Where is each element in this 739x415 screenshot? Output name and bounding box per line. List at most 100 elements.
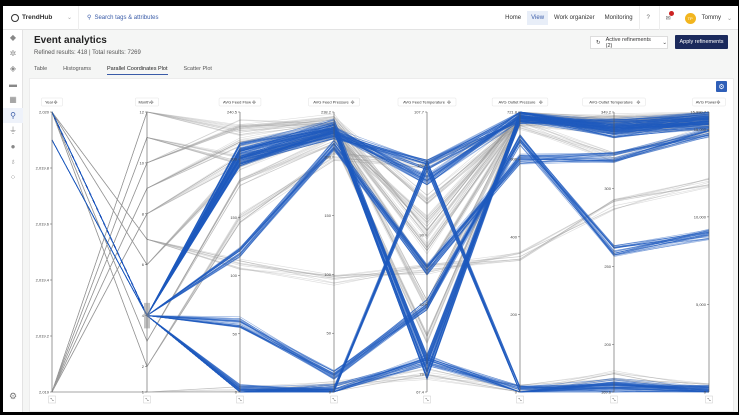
- reset-icon[interactable]: ↻: [596, 39, 601, 46]
- user-name[interactable]: Tommy: [701, 15, 721, 21]
- tick-label: 240.5: [227, 110, 238, 115]
- background-line: [51, 113, 710, 393]
- highlighted-line: [51, 111, 710, 317]
- tab-scatter-plot[interactable]: Scatter Plot: [183, 66, 212, 72]
- tab-parallel-coordinates[interactable]: Parallel Coordinates Plot: [106, 66, 168, 75]
- highlighted-line: [51, 111, 710, 317]
- highlighted-line: [51, 111, 710, 317]
- avatar[interactable]: TP: [684, 12, 696, 24]
- background-line: [51, 111, 710, 368]
- highlighted-line: [51, 111, 710, 317]
- tick-label: 70: [420, 371, 425, 376]
- background-line: [51, 111, 710, 284]
- highlighted-line: [51, 111, 710, 365]
- highlighted-line: [51, 111, 710, 317]
- chevron-down-icon[interactable]: ⌄: [67, 15, 73, 21]
- background-line: [52, 377, 710, 393]
- highlighted-line: [51, 111, 710, 317]
- logo-icon: [11, 13, 19, 22]
- background-line: [52, 373, 710, 393]
- search-icon[interactable]: ⚲: [3, 107, 23, 123]
- tick-label: 400: [510, 234, 517, 239]
- highlighted-line: [51, 111, 710, 317]
- highlighted-line: [51, 111, 710, 317]
- app-window: TrendHub ⌄ ⚲ Search tags & attributes Hom…: [3, 5, 738, 412]
- notification-badge: [668, 11, 674, 16]
- highlighted-line: [51, 111, 710, 317]
- tick-label: 100: [417, 163, 424, 168]
- grid-icon[interactable]: ▦: [9, 95, 17, 105]
- chat-icon[interactable]: ▬: [9, 79, 17, 89]
- tick-label: 6: [142, 262, 145, 267]
- help-icon[interactable]: ?: [638, 6, 657, 30]
- axis-header: [308, 97, 360, 107]
- drag-handle-icon: ✥: [252, 100, 256, 106]
- highlighted-line: [51, 111, 710, 317]
- drag-handle-icon: ✥: [539, 100, 543, 106]
- view-tabs: Table Histograms Parallel Coordinates Pl…: [34, 66, 212, 75]
- axis-brush: [144, 302, 150, 329]
- highlighted-line: [51, 111, 710, 317]
- highlighted-line: [51, 111, 710, 317]
- background-line: [51, 111, 710, 368]
- settings-icon[interactable]: ⚙: [9, 391, 18, 401]
- highlighted-line: [51, 111, 710, 317]
- tick-label: 100: [230, 273, 237, 278]
- parallel-coordinates-chart[interactable]: Year ✥2,0192,019.22,019.42,019.62,019.82,…: [3, 6, 738, 412]
- layers-icon[interactable]: ◈: [9, 64, 17, 74]
- highlighted-line: [51, 111, 710, 317]
- page-title: Event analytics: [34, 35, 107, 46]
- bulb-icon[interactable]: ♁: [10, 157, 16, 167]
- background-line: [51, 111, 710, 393]
- search-input[interactable]: ⚲ Search tags & attributes: [78, 5, 158, 30]
- log-scale-icon: ⤡: [612, 397, 616, 402]
- highlighted-line: [51, 111, 710, 317]
- nav-monitoring[interactable]: Monitoring: [604, 15, 633, 21]
- tick-label: 200: [324, 154, 331, 159]
- tab-table[interactable]: Table: [34, 66, 48, 72]
- filter-icon[interactable]: ⏚: [9, 126, 17, 136]
- tab-histograms[interactable]: Histograms: [63, 66, 91, 72]
- main-nav: Home View Work organizer Monitoring ? ✉ …: [501, 6, 738, 30]
- tick-label: 150: [230, 215, 237, 220]
- highlighted-line: [51, 111, 710, 392]
- highlighted-line: [51, 111, 710, 317]
- axis-scale-toggle: [423, 395, 431, 404]
- highlighted-line: [51, 111, 710, 317]
- background-line: [52, 371, 710, 393]
- user-chevron-icon[interactable]: ⌄: [726, 15, 732, 22]
- drag-handle-icon: ✥: [447, 100, 451, 106]
- circle-icon[interactable]: ●: [10, 141, 16, 151]
- highlighted-line: [51, 111, 710, 317]
- nav-work-organizer[interactable]: Work organizer: [554, 15, 595, 21]
- axis-scale-toggle: [705, 395, 713, 404]
- axis-header: [218, 97, 262, 107]
- app-logo[interactable]: TrendHub: [3, 13, 67, 22]
- chevron-down-icon: ⌄: [662, 39, 667, 46]
- highlighted-line: [51, 111, 710, 376]
- axis-scale-toggle: [236, 395, 244, 404]
- tick-label: 2,020: [39, 110, 50, 115]
- tick-label: 2: [142, 364, 145, 369]
- tick-label: 80: [420, 302, 425, 307]
- log-scale-icon: ⤡: [425, 397, 429, 402]
- drag-handle-icon: ✥: [350, 100, 354, 106]
- network-icon[interactable]: ✲: [9, 48, 17, 58]
- active-refinements-dropdown[interactable]: ↻ Active refinements (2) ⌄: [590, 36, 668, 49]
- highlighted-line: [51, 111, 710, 317]
- nav-home[interactable]: Home: [505, 15, 522, 21]
- nav-view[interactable]: View: [527, 11, 549, 25]
- scatter-icon[interactable]: ⁘: [9, 172, 17, 182]
- axis-scale-toggle: [48, 395, 56, 404]
- notifications-icon[interactable]: ✉: [658, 6, 677, 30]
- highlighted-line: [51, 111, 710, 317]
- chart-settings-button[interactable]: ⚙: [716, 81, 727, 92]
- background-line: [51, 111, 710, 281]
- tick-label: 8: [142, 211, 145, 216]
- drag-handle-icon: ✥: [150, 100, 154, 106]
- tick-label: 0: [515, 390, 518, 395]
- tag-icon[interactable]: ◆: [9, 33, 17, 43]
- highlighted-line: [51, 111, 710, 317]
- apply-refinements-button[interactable]: Apply refinements: [675, 35, 728, 49]
- tick-label: 2,019: [39, 390, 50, 395]
